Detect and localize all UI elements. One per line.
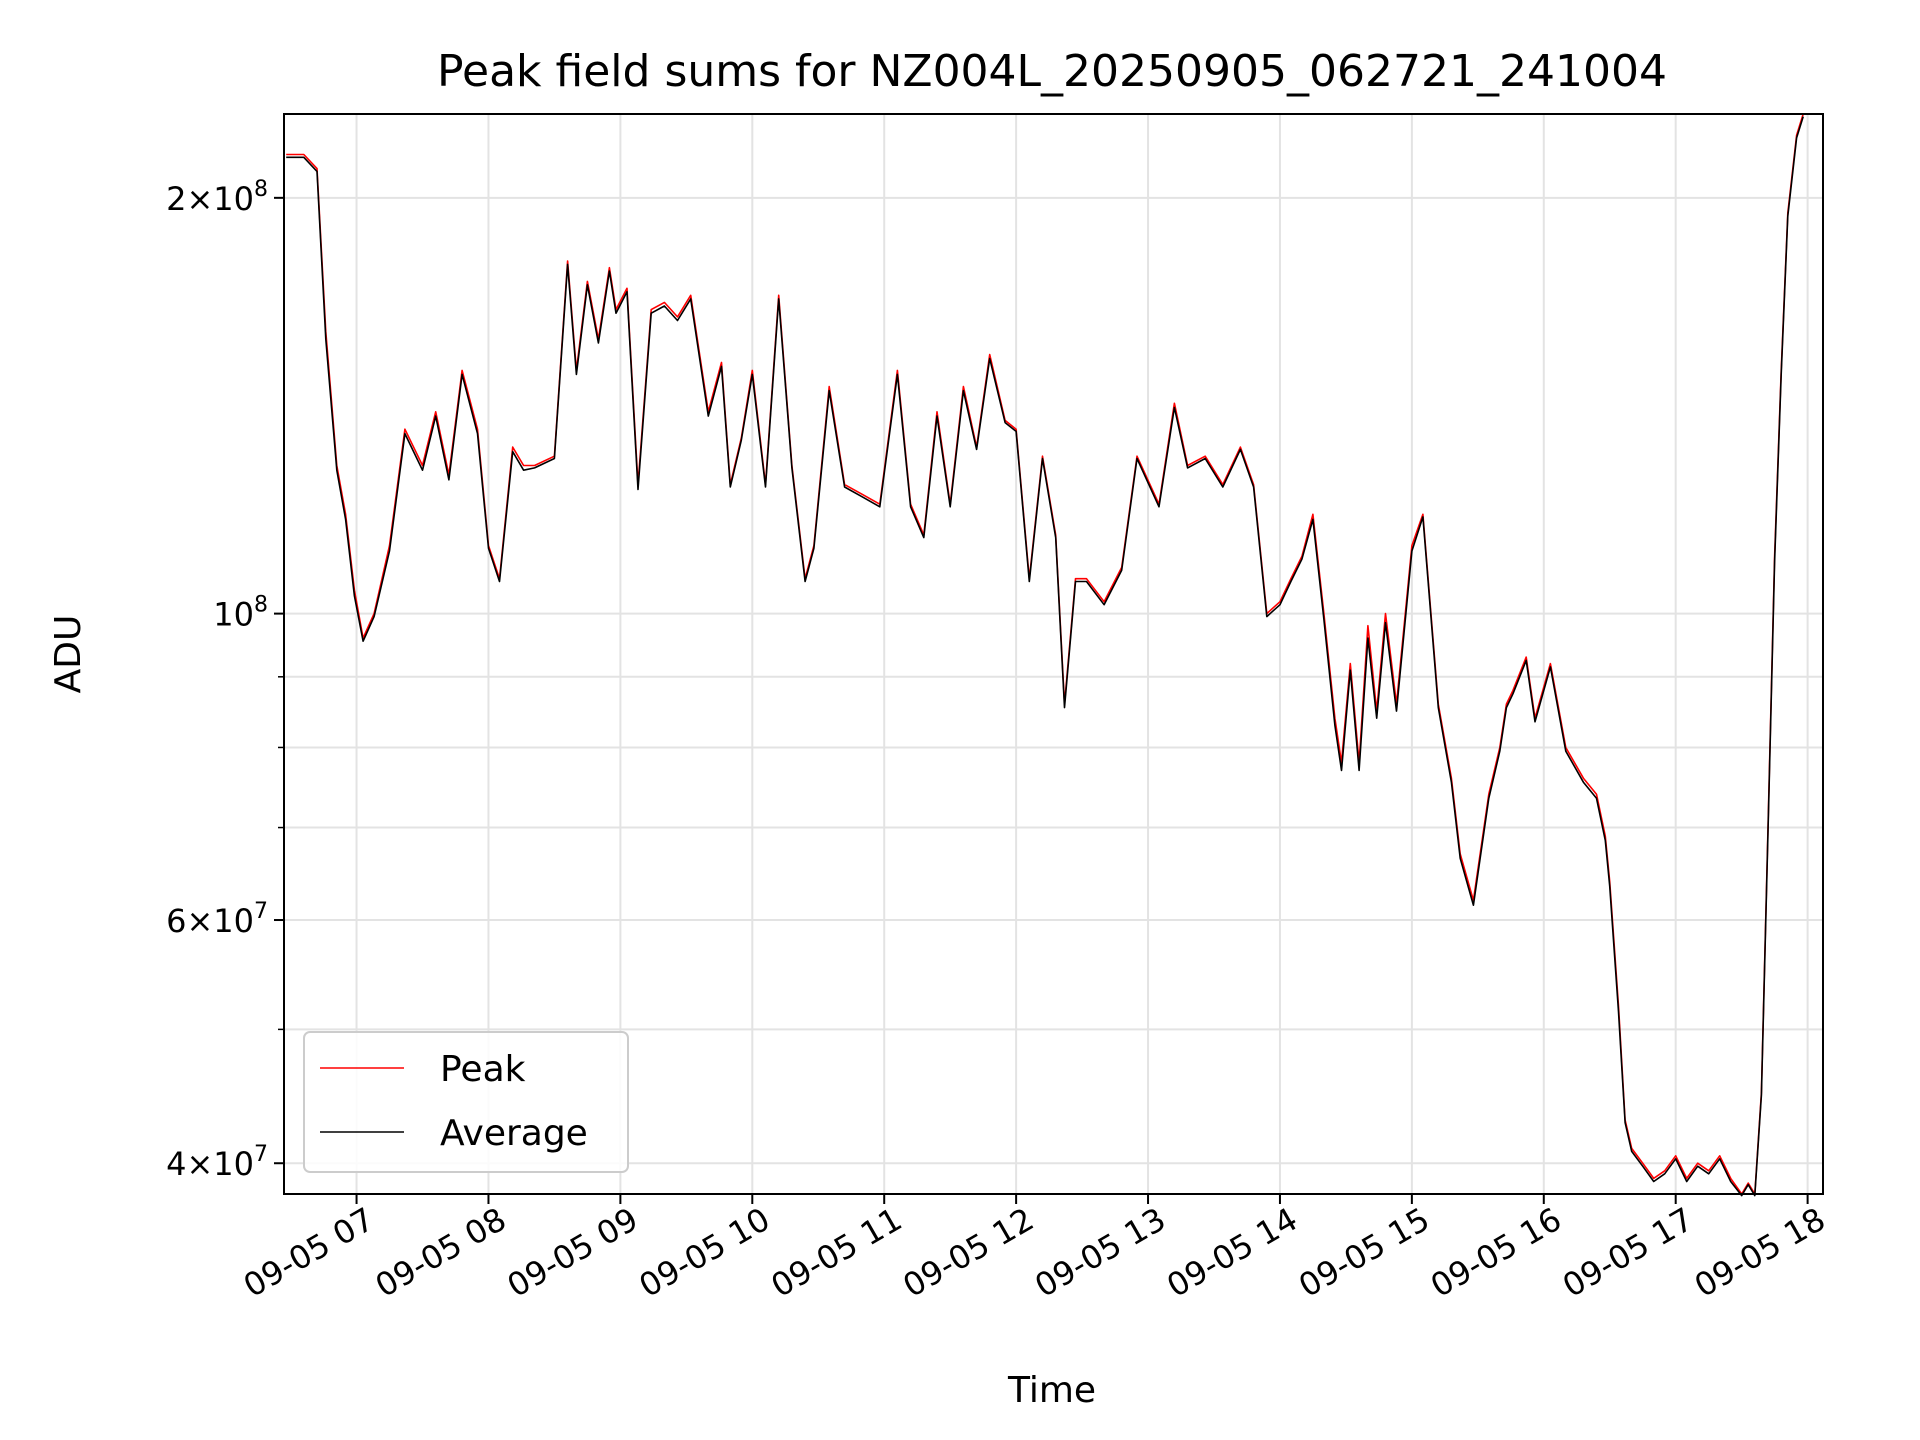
- y-axis-title: ADU: [48, 615, 89, 694]
- legend-box: [303, 1031, 629, 1173]
- series-layer: [286, 113, 1804, 1197]
- y-tick-label: 2×108: [166, 177, 268, 218]
- plot-frame: [283, 113, 1824, 1195]
- x-axis-title: Time: [1007, 1370, 1096, 1411]
- grid: [284, 114, 1823, 1194]
- legend: Peak Average: [303, 1031, 629, 1173]
- series-line-average: [286, 116, 1804, 1197]
- legend-label-average: Average: [440, 1113, 588, 1154]
- y-tick-label: 6×107: [166, 899, 268, 940]
- y-axis: 4×107 6×107 108 2×108: [166, 177, 284, 1183]
- y-tick-label: 4×107: [166, 1142, 268, 1183]
- y-tick-label: 108: [213, 593, 268, 634]
- chart-title: Peak field sums for NZ004L_20250905_0627…: [437, 46, 1667, 97]
- legend-label-peak: Peak: [440, 1049, 526, 1090]
